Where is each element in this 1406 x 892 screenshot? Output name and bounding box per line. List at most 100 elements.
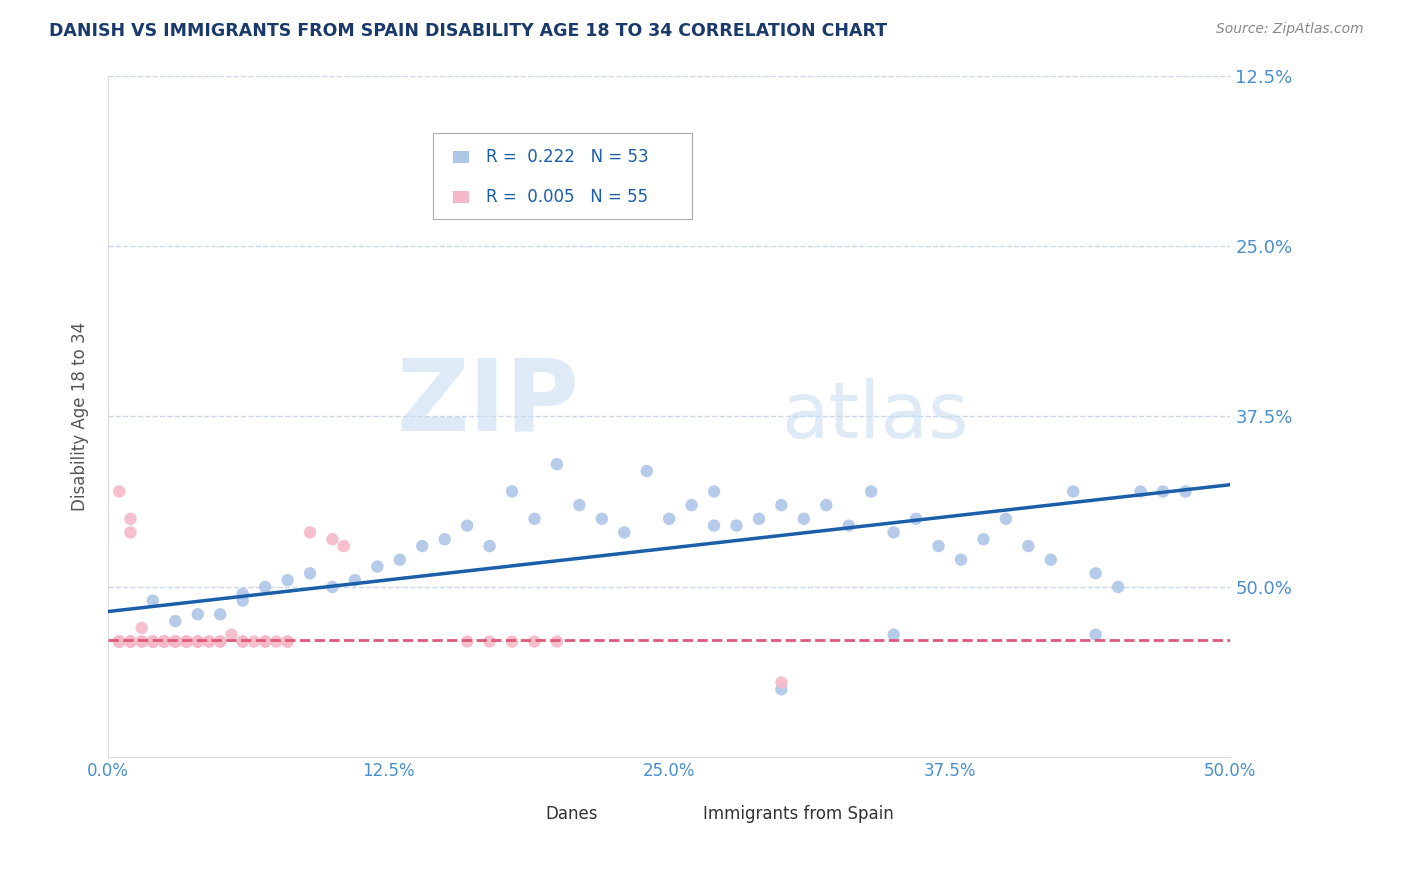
Text: R =  0.222   N = 53: R = 0.222 N = 53	[486, 148, 648, 166]
Point	[131, 634, 153, 648]
Text: Danes: Danes	[546, 805, 598, 823]
Point	[905, 512, 928, 526]
Point	[321, 580, 343, 594]
Point	[1174, 484, 1197, 499]
Point	[254, 634, 277, 648]
Point	[108, 634, 131, 648]
Point	[198, 634, 221, 648]
FancyBboxPatch shape	[512, 805, 537, 823]
Point	[165, 634, 187, 648]
Point	[770, 675, 793, 690]
Point	[165, 634, 187, 648]
Y-axis label: Disability Age 18 to 34: Disability Age 18 to 34	[72, 322, 89, 511]
Point	[501, 484, 523, 499]
Point	[815, 498, 838, 512]
Point	[546, 634, 568, 648]
Point	[232, 587, 254, 601]
Point	[142, 634, 165, 648]
Point	[176, 634, 198, 648]
FancyBboxPatch shape	[433, 134, 692, 219]
Point	[860, 484, 883, 499]
Point	[165, 634, 187, 648]
Point	[209, 607, 232, 622]
Point	[298, 566, 321, 581]
Point	[232, 593, 254, 607]
Point	[681, 498, 703, 512]
Point	[131, 634, 153, 648]
Point	[636, 464, 658, 478]
Point	[142, 634, 165, 648]
Point	[120, 525, 142, 540]
Point	[613, 525, 636, 540]
Point	[1084, 566, 1107, 581]
Point	[703, 484, 725, 499]
Point	[546, 457, 568, 471]
Point	[165, 634, 187, 648]
Point	[108, 484, 131, 499]
Point	[120, 634, 142, 648]
Point	[793, 512, 815, 526]
Point	[770, 682, 793, 697]
Point	[1084, 628, 1107, 642]
Point	[343, 573, 366, 587]
Point	[298, 525, 321, 540]
Point	[142, 634, 165, 648]
FancyBboxPatch shape	[453, 151, 468, 163]
Point	[1017, 539, 1039, 553]
Point	[456, 518, 478, 533]
Point	[232, 634, 254, 648]
Text: atlas: atlas	[782, 378, 969, 455]
Text: DANISH VS IMMIGRANTS FROM SPAIN DISABILITY AGE 18 TO 34 CORRELATION CHART: DANISH VS IMMIGRANTS FROM SPAIN DISABILI…	[49, 22, 887, 40]
Point	[221, 628, 243, 642]
Point	[108, 634, 131, 648]
Point	[388, 552, 411, 566]
Point	[209, 634, 232, 648]
Point	[142, 593, 165, 607]
Point	[187, 634, 209, 648]
Point	[120, 634, 142, 648]
Point	[165, 614, 187, 628]
Point	[883, 525, 905, 540]
Point	[478, 634, 501, 648]
FancyBboxPatch shape	[453, 191, 468, 203]
Point	[332, 539, 354, 553]
Point	[277, 634, 299, 648]
Point	[176, 634, 198, 648]
Point	[153, 634, 176, 648]
Point	[1107, 580, 1129, 594]
Point	[949, 552, 972, 566]
Point	[277, 634, 299, 648]
Point	[198, 634, 221, 648]
Point	[770, 498, 793, 512]
Point	[658, 512, 681, 526]
FancyBboxPatch shape	[669, 805, 693, 823]
Point	[153, 634, 176, 648]
Point	[232, 634, 254, 648]
Point	[153, 634, 176, 648]
Point	[1129, 484, 1152, 499]
Text: Immigrants from Spain: Immigrants from Spain	[703, 805, 894, 823]
Point	[209, 634, 232, 648]
Point	[456, 634, 478, 648]
Point	[266, 634, 288, 648]
Point	[187, 607, 209, 622]
Point	[433, 533, 456, 547]
Point	[1152, 484, 1174, 499]
Point	[591, 512, 613, 526]
Text: ZIP: ZIP	[396, 354, 579, 451]
Point	[153, 634, 176, 648]
Point	[277, 573, 299, 587]
Point	[254, 634, 277, 648]
Point	[411, 539, 433, 553]
Point	[748, 512, 770, 526]
Point	[501, 634, 523, 648]
Point	[108, 634, 131, 648]
Point	[108, 634, 131, 648]
Point	[478, 539, 501, 553]
Text: R =  0.005   N = 55: R = 0.005 N = 55	[486, 188, 648, 206]
Point	[658, 205, 681, 219]
Point	[131, 621, 153, 635]
Point	[187, 634, 209, 648]
Point	[928, 539, 950, 553]
Point	[243, 634, 266, 648]
